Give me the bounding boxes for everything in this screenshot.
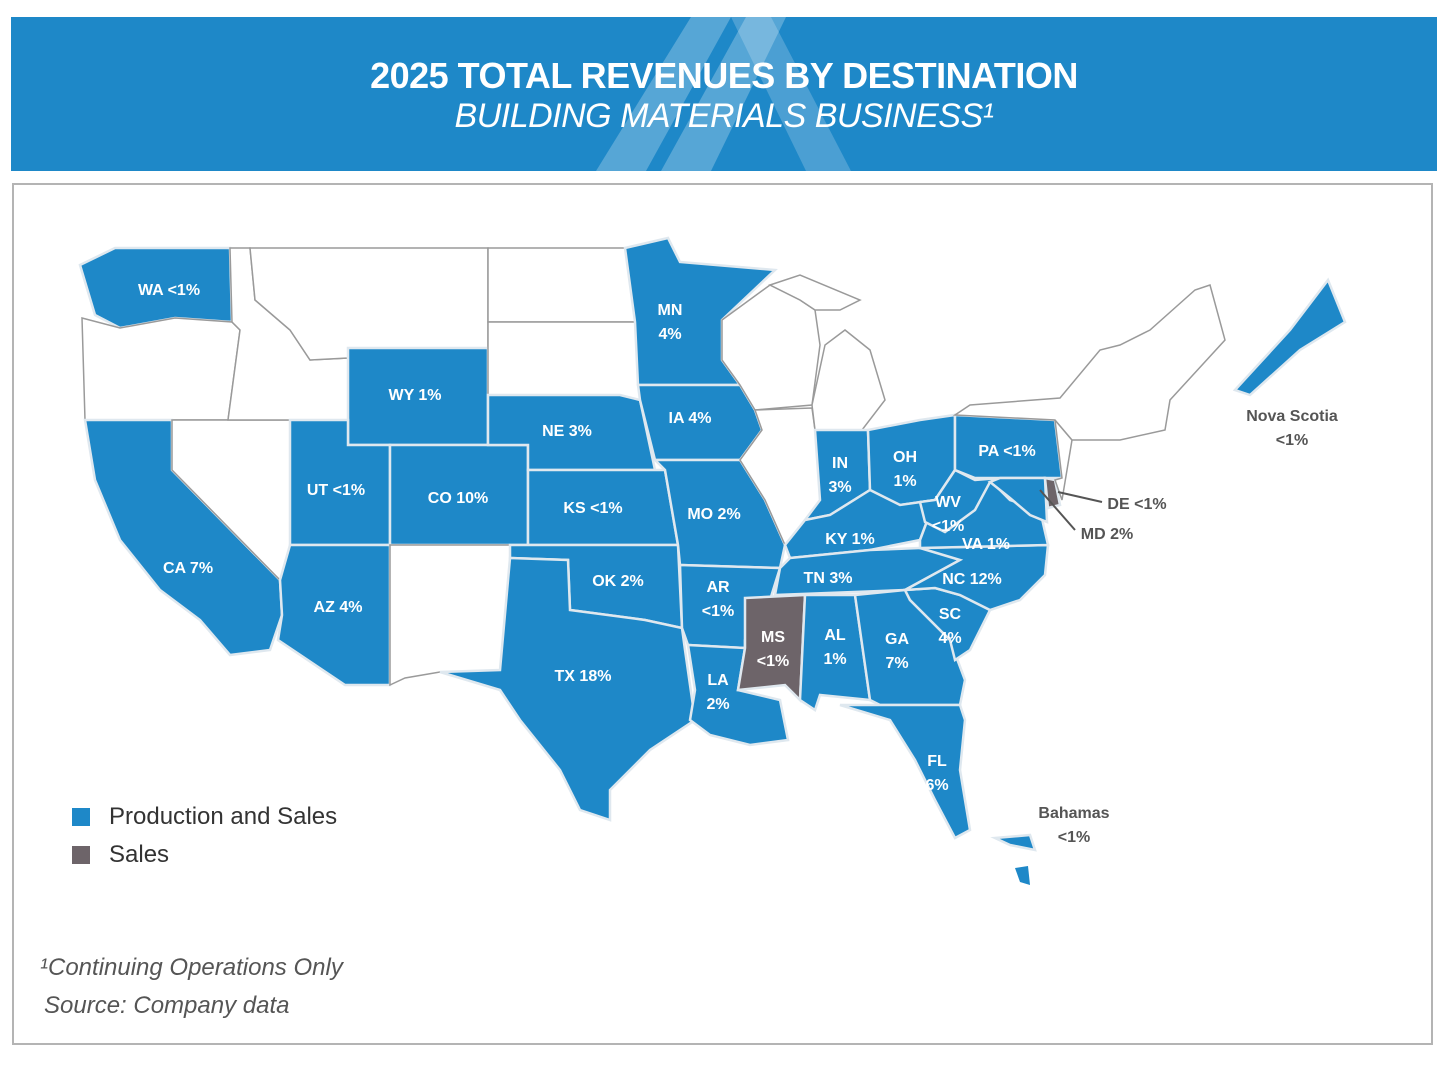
region-label-tx: TX 18% <box>555 668 612 685</box>
region-label-ca: CA 7% <box>163 560 213 577</box>
region-label-de: DE <1% <box>1107 496 1166 513</box>
region-label-oh: 1% <box>893 473 916 490</box>
region-label-mn: MN <box>658 302 683 319</box>
region-label-md: MD 2% <box>1081 526 1133 543</box>
region-label-ms: MS <box>761 629 785 646</box>
map-subtitle: BUILDING MATERIALS BUSINESS¹ <box>454 97 994 135</box>
legend-item-sales: Sales <box>72 841 169 869</box>
region-bahamas <box>990 833 1037 852</box>
region-tx <box>439 556 697 822</box>
region-label-oh: OH <box>893 449 917 466</box>
region-ms <box>736 593 807 703</box>
map-frame <box>12 183 1433 1045</box>
region-label-fl: 6% <box>925 777 948 794</box>
legend-label: Sales <box>109 841 170 868</box>
region-label-sc: SC <box>939 606 962 623</box>
region-label-wa: WA <1% <box>138 282 200 299</box>
region-label-al: AL <box>824 627 846 644</box>
legend-swatch <box>72 808 90 826</box>
region-label-ga: GA <box>885 631 909 648</box>
region-label-ks: KS <1% <box>563 500 622 517</box>
region-label-bahamas: <1% <box>1058 829 1090 846</box>
region-label-va: VA 1% <box>962 536 1010 553</box>
region-nova-scotia <box>1232 277 1347 397</box>
region-label-mo: MO 2% <box>687 506 740 523</box>
legend-swatch <box>72 846 90 864</box>
logo-watermark <box>596 17 851 171</box>
region-label-pa: PA <1% <box>978 443 1035 460</box>
region-label-in: IN <box>832 455 848 472</box>
title-banner: 2025 TOTAL REVENUES BY DESTINATION BUILD… <box>11 17 1437 171</box>
region-sd <box>487 321 641 401</box>
region-nd <box>487 247 636 323</box>
region-label-mn: 4% <box>658 326 681 343</box>
region-label-nova-scotia: <1% <box>1276 432 1308 449</box>
region-label-nova-scotia: Nova Scotia <box>1246 408 1338 425</box>
legend-label: Production and Sales <box>109 803 338 830</box>
region-ne_us <box>952 284 1226 441</box>
source-note: Source: Company data <box>44 992 290 1019</box>
region-label-az: AZ 4% <box>314 599 363 616</box>
region-label-la: 2% <box>706 696 729 713</box>
region-label-al: 1% <box>823 651 846 668</box>
region-nm <box>389 544 511 687</box>
region-bahamas-island <box>1015 866 1030 885</box>
region-label-la: LA <box>707 672 729 689</box>
region-label-ar: <1% <box>702 603 734 620</box>
region-mi <box>811 329 886 431</box>
region-fl <box>839 703 972 840</box>
region-label-ut: UT <1% <box>307 482 365 499</box>
legend-item-production-and-sales: Production and Sales <box>72 803 337 831</box>
region-label-ms: <1% <box>757 653 789 670</box>
leader-line <box>1057 491 1103 503</box>
region-miu <box>768 274 862 311</box>
region-or <box>81 317 241 421</box>
region-label-bahamas: Bahamas <box>1038 805 1109 822</box>
region-label-fl: FL <box>927 753 947 770</box>
leader-line <box>1039 489 1076 531</box>
region-label-sc: 4% <box>938 630 961 647</box>
region-label-in: 3% <box>828 479 851 496</box>
region-label-nc: NC 12% <box>942 571 1002 588</box>
region-label-wv: WV <box>935 494 961 511</box>
region-label-wv: <1% <box>932 518 964 535</box>
region-label-co: CO 10% <box>428 490 488 507</box>
region-label-ne: NE 3% <box>542 423 592 440</box>
region-label-ia: IA 4% <box>669 410 712 427</box>
map-title: 2025 TOTAL REVENUES BY DESTINATION <box>370 55 1078 96</box>
region-label-ga: 7% <box>885 655 908 672</box>
footnote: ¹Continuing Operations Only <box>40 954 343 981</box>
region-label-ok: OK 2% <box>592 573 644 590</box>
region-label-wy: WY 1% <box>388 387 441 404</box>
region-nc <box>904 543 1050 612</box>
region-label-ar: AR <box>706 579 730 596</box>
region-label-ky: KY 1% <box>825 531 875 548</box>
region-label-tn: TN 3% <box>804 570 853 587</box>
